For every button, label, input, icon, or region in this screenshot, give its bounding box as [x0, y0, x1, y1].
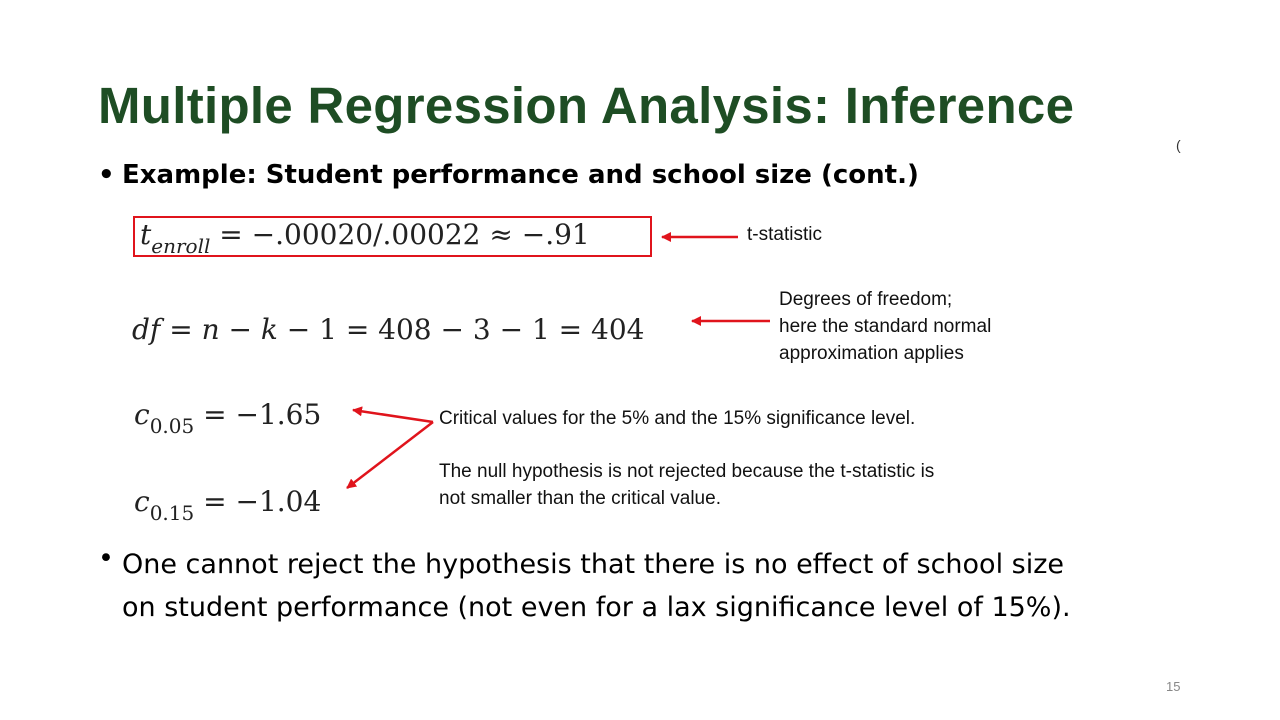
c005-arrow: [352, 406, 434, 424]
bullet-dot: •: [98, 543, 114, 574]
conclusion-line-2: on student performance (not even for a l…: [122, 592, 1071, 623]
slide-title: Multiple Regression Analysis: Inference: [98, 77, 1075, 134]
t-stat-highlight-box: [133, 216, 652, 257]
df-minus: −: [219, 313, 261, 346]
df-note-line-2: here the standard normal: [779, 316, 992, 337]
critical-values-note: Critical values for the 5% and the 15% s…: [439, 408, 916, 429]
bullet-text: Example: Student performance and school …: [122, 160, 919, 190]
c005-subscript: 0.05: [149, 414, 195, 438]
c015-arrow: [346, 421, 434, 489]
c015-rhs: = −1.04: [194, 485, 322, 518]
c-symbol: c: [134, 485, 150, 518]
df-eq: =: [160, 313, 202, 346]
c005-rhs: = −1.65: [194, 398, 322, 431]
conclusion-line-1: One cannot reject the hypothesis that th…: [122, 549, 1065, 580]
c015-subscript: 0.15: [149, 501, 195, 525]
df-symbol: df: [132, 313, 161, 346]
df-rhs: − 1 = 408 − 3 − 1 = 404: [277, 313, 645, 346]
n-symbol: n: [201, 313, 220, 346]
df-note-line-3: approximation applies: [779, 343, 964, 364]
bullet-dot: •: [98, 160, 115, 190]
page-number: 15: [1166, 679, 1181, 694]
t-stat-equation: tenroll = −.00020/.00022 ≈ −.91: [140, 218, 590, 258]
c-symbol: c: [134, 398, 150, 431]
null-note-line-1: The null hypothesis is not rejected beca…: [439, 461, 935, 482]
c015-equation: c0.15 = −1.04: [134, 485, 322, 525]
t-symbol: t: [140, 218, 152, 251]
t-subscript: enroll: [151, 234, 211, 258]
df-equation: df = n − k − 1 = 408 − 3 − 1 = 404: [132, 313, 644, 346]
null-hypothesis-note: The null hypothesis is not rejected beca…: [439, 458, 934, 512]
t-stat-label: t-statistic: [747, 224, 822, 245]
title-suffix: (: [1176, 137, 1181, 153]
c005-equation: c0.05 = −1.65: [134, 398, 322, 438]
t-rhs: = −.00020/.00022 ≈ −.91: [210, 218, 590, 251]
df-note: Degrees of freedom; here the standard no…: [779, 286, 991, 367]
k-symbol: k: [260, 313, 278, 346]
df-note-line-1: Degrees of freedom;: [779, 289, 953, 310]
null-note-line-2: not smaller than the critical value.: [439, 488, 721, 509]
